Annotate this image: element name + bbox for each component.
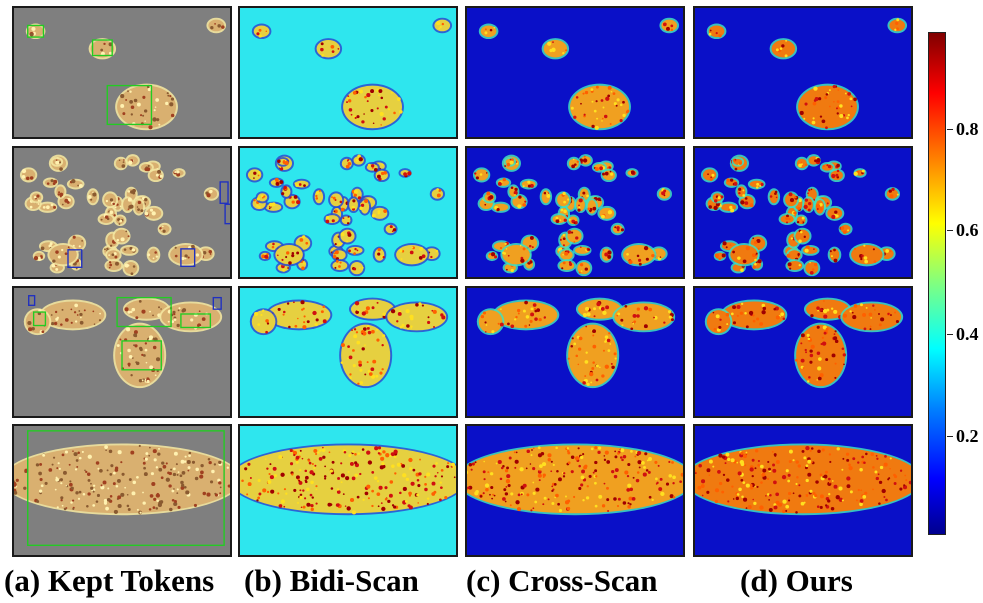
- colorbar-tick-label: 0.4: [956, 324, 979, 344]
- caption-cross-scan: (c) Cross-Scan: [466, 563, 658, 598]
- colorbar-tick: [947, 334, 953, 335]
- panel-vehicles-sparse-ours: [693, 6, 913, 139]
- caption-ours: (d) Ours: [740, 563, 853, 598]
- panel-large-structure-ours: [693, 424, 913, 557]
- colorbar: [928, 32, 946, 535]
- panel-large-structure-kept-tokens: [12, 424, 232, 557]
- panel-large-structure-cross-scan: [465, 424, 685, 557]
- panel-vehicles-cluster-ours: [693, 286, 913, 418]
- panel-vehicles-cluster-bidi-scan: [238, 286, 458, 418]
- colorbar-tick-label: 0.2: [956, 426, 979, 446]
- panel-vehicles-sparse-cross-scan: [465, 6, 685, 139]
- panel-vehicles-sparse-bidi-scan: [238, 6, 458, 139]
- panel-small-objects-scattered-bidi-scan: [238, 146, 458, 279]
- caption-kept-tokens: (a) Kept Tokens: [4, 563, 215, 598]
- panel-small-objects-scattered-cross-scan: [465, 146, 685, 279]
- panel-small-objects-scattered-ours: [693, 146, 913, 279]
- panel-large-structure-bidi-scan: [238, 424, 458, 557]
- colorbar-tick: [947, 436, 953, 437]
- panel-vehicles-sparse-kept-tokens: [12, 6, 232, 139]
- panel-small-objects-scattered-kept-tokens: [12, 146, 232, 279]
- colorbar-tick-label: 0.6: [956, 220, 979, 240]
- panel-vehicles-cluster-kept-tokens: [12, 286, 232, 418]
- colorbar-tick-label: 0.8: [956, 119, 979, 139]
- caption-bidi-scan: (b) Bidi-Scan: [244, 563, 419, 598]
- colorbar-tick: [947, 129, 953, 130]
- colorbar-tick: [947, 230, 953, 231]
- panel-vehicles-cluster-cross-scan: [465, 286, 685, 418]
